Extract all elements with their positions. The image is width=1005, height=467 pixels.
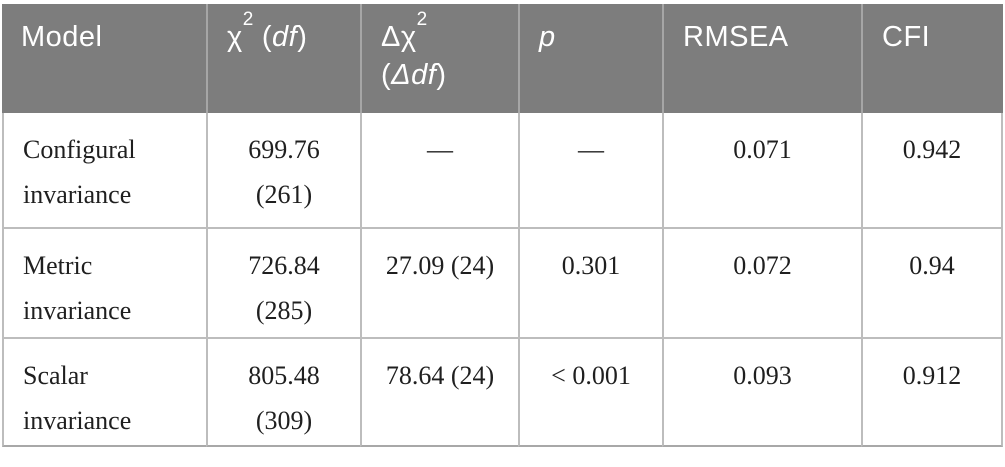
header-cell-chi-square: χ2 (df) — [206, 4, 360, 113]
cell-model: Configural invariance — [2, 113, 206, 227]
chi-square-value: 726.84 — [248, 251, 320, 280]
model-name-line2: invariance — [23, 296, 132, 325]
chi-square-df: (309) — [255, 406, 313, 435]
cell-chi-square: 726.84 (285) — [206, 227, 360, 337]
delta-chi-square-line2: (Δdf) — [381, 56, 510, 94]
model-name-line1: Configural — [23, 135, 136, 164]
table-row-scalar: Scalar invariance 805.48 (309) 78.64 (24… — [2, 337, 1003, 447]
header-label-model: Model — [21, 21, 103, 53]
cell-rmsea: 0.072 — [662, 227, 861, 337]
delta-df-paren-close: ) — [436, 59, 447, 91]
df-label: df — [272, 21, 298, 53]
cell-rmsea: 0.093 — [662, 337, 861, 447]
cell-delta-chi-square: — — [360, 113, 518, 227]
cell-delta-chi-square: 27.09 (24) — [360, 227, 518, 337]
cell-model: Metric invariance — [2, 227, 206, 337]
table-header-row: Model χ2 (df) Δχ2 (Δdf) p RMSEA CFI — [2, 4, 1003, 113]
header-label-cfi: CFI — [882, 21, 931, 53]
table-body: Configural invariance 699.76 (261) — — 0… — [2, 113, 1003, 447]
model-name-line2: invariance — [23, 180, 132, 209]
header-cell-model: Model — [2, 4, 206, 113]
cell-p: < 0.001 — [518, 337, 662, 447]
chi-square-symbol: χ — [227, 21, 243, 53]
cell-chi-square: 805.48 (309) — [206, 337, 360, 447]
model-fit-table: Model χ2 (df) Δχ2 (Δdf) p RMSEA CFI — [2, 4, 1003, 447]
chi-square-value: 805.48 — [248, 361, 320, 390]
header-label-p: p — [539, 21, 556, 53]
table-row-configural: Configural invariance 699.76 (261) — — 0… — [2, 113, 1003, 227]
header-cell-cfi: CFI — [861, 4, 1003, 113]
chi-square-df: (261) — [255, 180, 313, 209]
cell-p: 0.301 — [518, 227, 662, 337]
cell-chi-square: 699.76 (261) — [206, 113, 360, 227]
delta-chi-square-line1: Δχ2 — [381, 10, 510, 56]
cell-rmsea: 0.071 — [662, 113, 861, 227]
chi-square-df: (285) — [255, 296, 313, 325]
delta-chi-symbol: Δχ — [381, 21, 417, 53]
delta-chi-superscript: 2 — [416, 8, 428, 30]
chi-square-value: 699.76 — [248, 135, 320, 164]
model-name-line1: Metric — [23, 251, 93, 280]
table-row-metric: Metric invariance 726.84 (285) 27.09 (24… — [2, 227, 1003, 337]
header-cell-rmsea: RMSEA — [662, 4, 861, 113]
cell-delta-chi-square: 78.64 (24) — [360, 337, 518, 447]
header-cell-delta-chi-square: Δχ2 (Δdf) — [360, 4, 518, 113]
df-paren-close: ) — [297, 21, 308, 53]
cell-cfi: 0.942 — [861, 113, 1003, 227]
header-cell-p: p — [518, 4, 662, 113]
cell-model: Scalar invariance — [2, 337, 206, 447]
delta-df-paren-open: ( — [381, 59, 392, 91]
chi-square-superscript: 2 — [242, 8, 254, 30]
delta-df-label: Δdf — [391, 59, 437, 91]
df-paren-open: ( — [253, 21, 273, 53]
header-label-rmsea: RMSEA — [683, 21, 789, 53]
cell-p: — — [518, 113, 662, 227]
model-name-line2: invariance — [23, 406, 132, 435]
cell-cfi: 0.94 — [861, 227, 1003, 337]
model-name-line1: Scalar — [23, 361, 88, 390]
cell-cfi: 0.912 — [861, 337, 1003, 447]
